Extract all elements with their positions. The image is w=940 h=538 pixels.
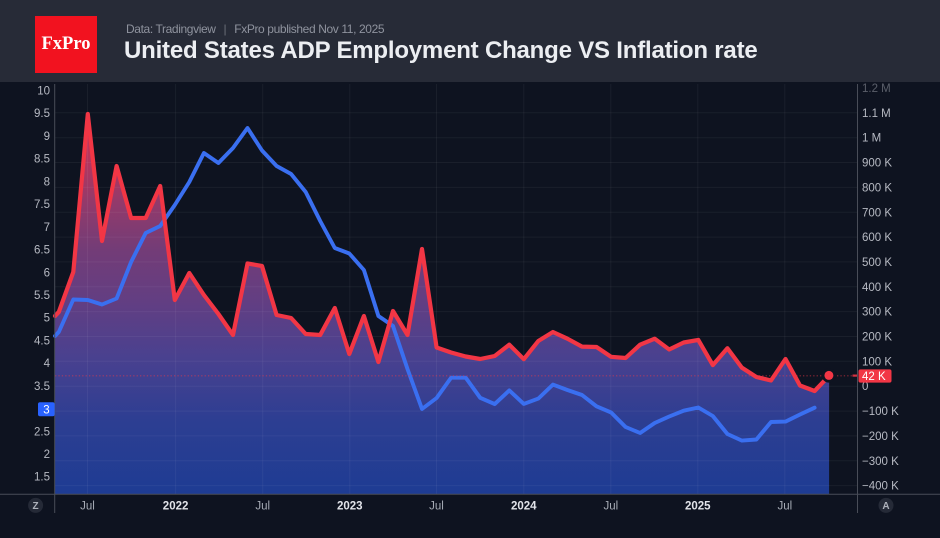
svg-text:A: A bbox=[882, 501, 889, 512]
svg-text:Jul: Jul bbox=[603, 501, 618, 513]
svg-text:3: 3 bbox=[43, 404, 49, 416]
svg-text:9: 9 bbox=[44, 131, 50, 143]
svg-text:7.5: 7.5 bbox=[34, 199, 50, 211]
svg-text:2: 2 bbox=[44, 449, 50, 461]
svg-text:Z: Z bbox=[33, 501, 39, 512]
svg-text:9.5: 9.5 bbox=[34, 108, 50, 120]
svg-text:1.2 M: 1.2 M bbox=[862, 83, 891, 95]
svg-text:Jul: Jul bbox=[429, 501, 444, 513]
svg-text:0: 0 bbox=[862, 381, 868, 393]
svg-text:2022: 2022 bbox=[163, 501, 189, 513]
svg-text:500 K: 500 K bbox=[862, 257, 892, 269]
svg-text:300 K: 300 K bbox=[862, 307, 892, 319]
svg-text:6.5: 6.5 bbox=[34, 245, 50, 257]
svg-text:4.5: 4.5 bbox=[34, 335, 50, 347]
svg-text:2023: 2023 bbox=[337, 501, 363, 513]
svg-text:3.5: 3.5 bbox=[34, 381, 50, 393]
svg-text:7: 7 bbox=[44, 222, 50, 234]
svg-text:−200 K: −200 K bbox=[862, 431, 899, 443]
svg-text:8.5: 8.5 bbox=[34, 154, 50, 166]
svg-text:2024: 2024 bbox=[511, 501, 537, 513]
svg-text:1.5: 1.5 bbox=[34, 472, 50, 484]
svg-text:1.1 M: 1.1 M bbox=[862, 108, 891, 120]
svg-text:42 K: 42 K bbox=[862, 371, 886, 383]
svg-text:2.5: 2.5 bbox=[34, 426, 50, 438]
svg-text:400 K: 400 K bbox=[862, 282, 892, 294]
svg-text:8: 8 bbox=[44, 176, 50, 188]
svg-text:600 K: 600 K bbox=[862, 232, 892, 244]
svg-text:4: 4 bbox=[44, 358, 51, 370]
svg-text:100 K: 100 K bbox=[862, 356, 892, 368]
svg-text:5: 5 bbox=[44, 313, 50, 325]
svg-text:800 K: 800 K bbox=[862, 182, 892, 194]
svg-text:900 K: 900 K bbox=[862, 158, 892, 170]
svg-text:Jul: Jul bbox=[255, 501, 270, 513]
svg-text:Jul: Jul bbox=[80, 501, 95, 513]
svg-text:−300 K: −300 K bbox=[862, 456, 899, 468]
svg-text:6: 6 bbox=[44, 267, 50, 279]
svg-text:Jul: Jul bbox=[777, 501, 792, 513]
svg-text:−400 K: −400 K bbox=[862, 481, 899, 493]
svg-text:1 M: 1 M bbox=[862, 133, 881, 145]
svg-text:10: 10 bbox=[37, 86, 50, 98]
svg-text:700 K: 700 K bbox=[862, 207, 892, 219]
svg-text:200 K: 200 K bbox=[862, 332, 892, 344]
svg-text:5.5: 5.5 bbox=[34, 290, 50, 302]
svg-text:−100 K: −100 K bbox=[862, 406, 899, 418]
svg-text:2025: 2025 bbox=[685, 501, 711, 513]
